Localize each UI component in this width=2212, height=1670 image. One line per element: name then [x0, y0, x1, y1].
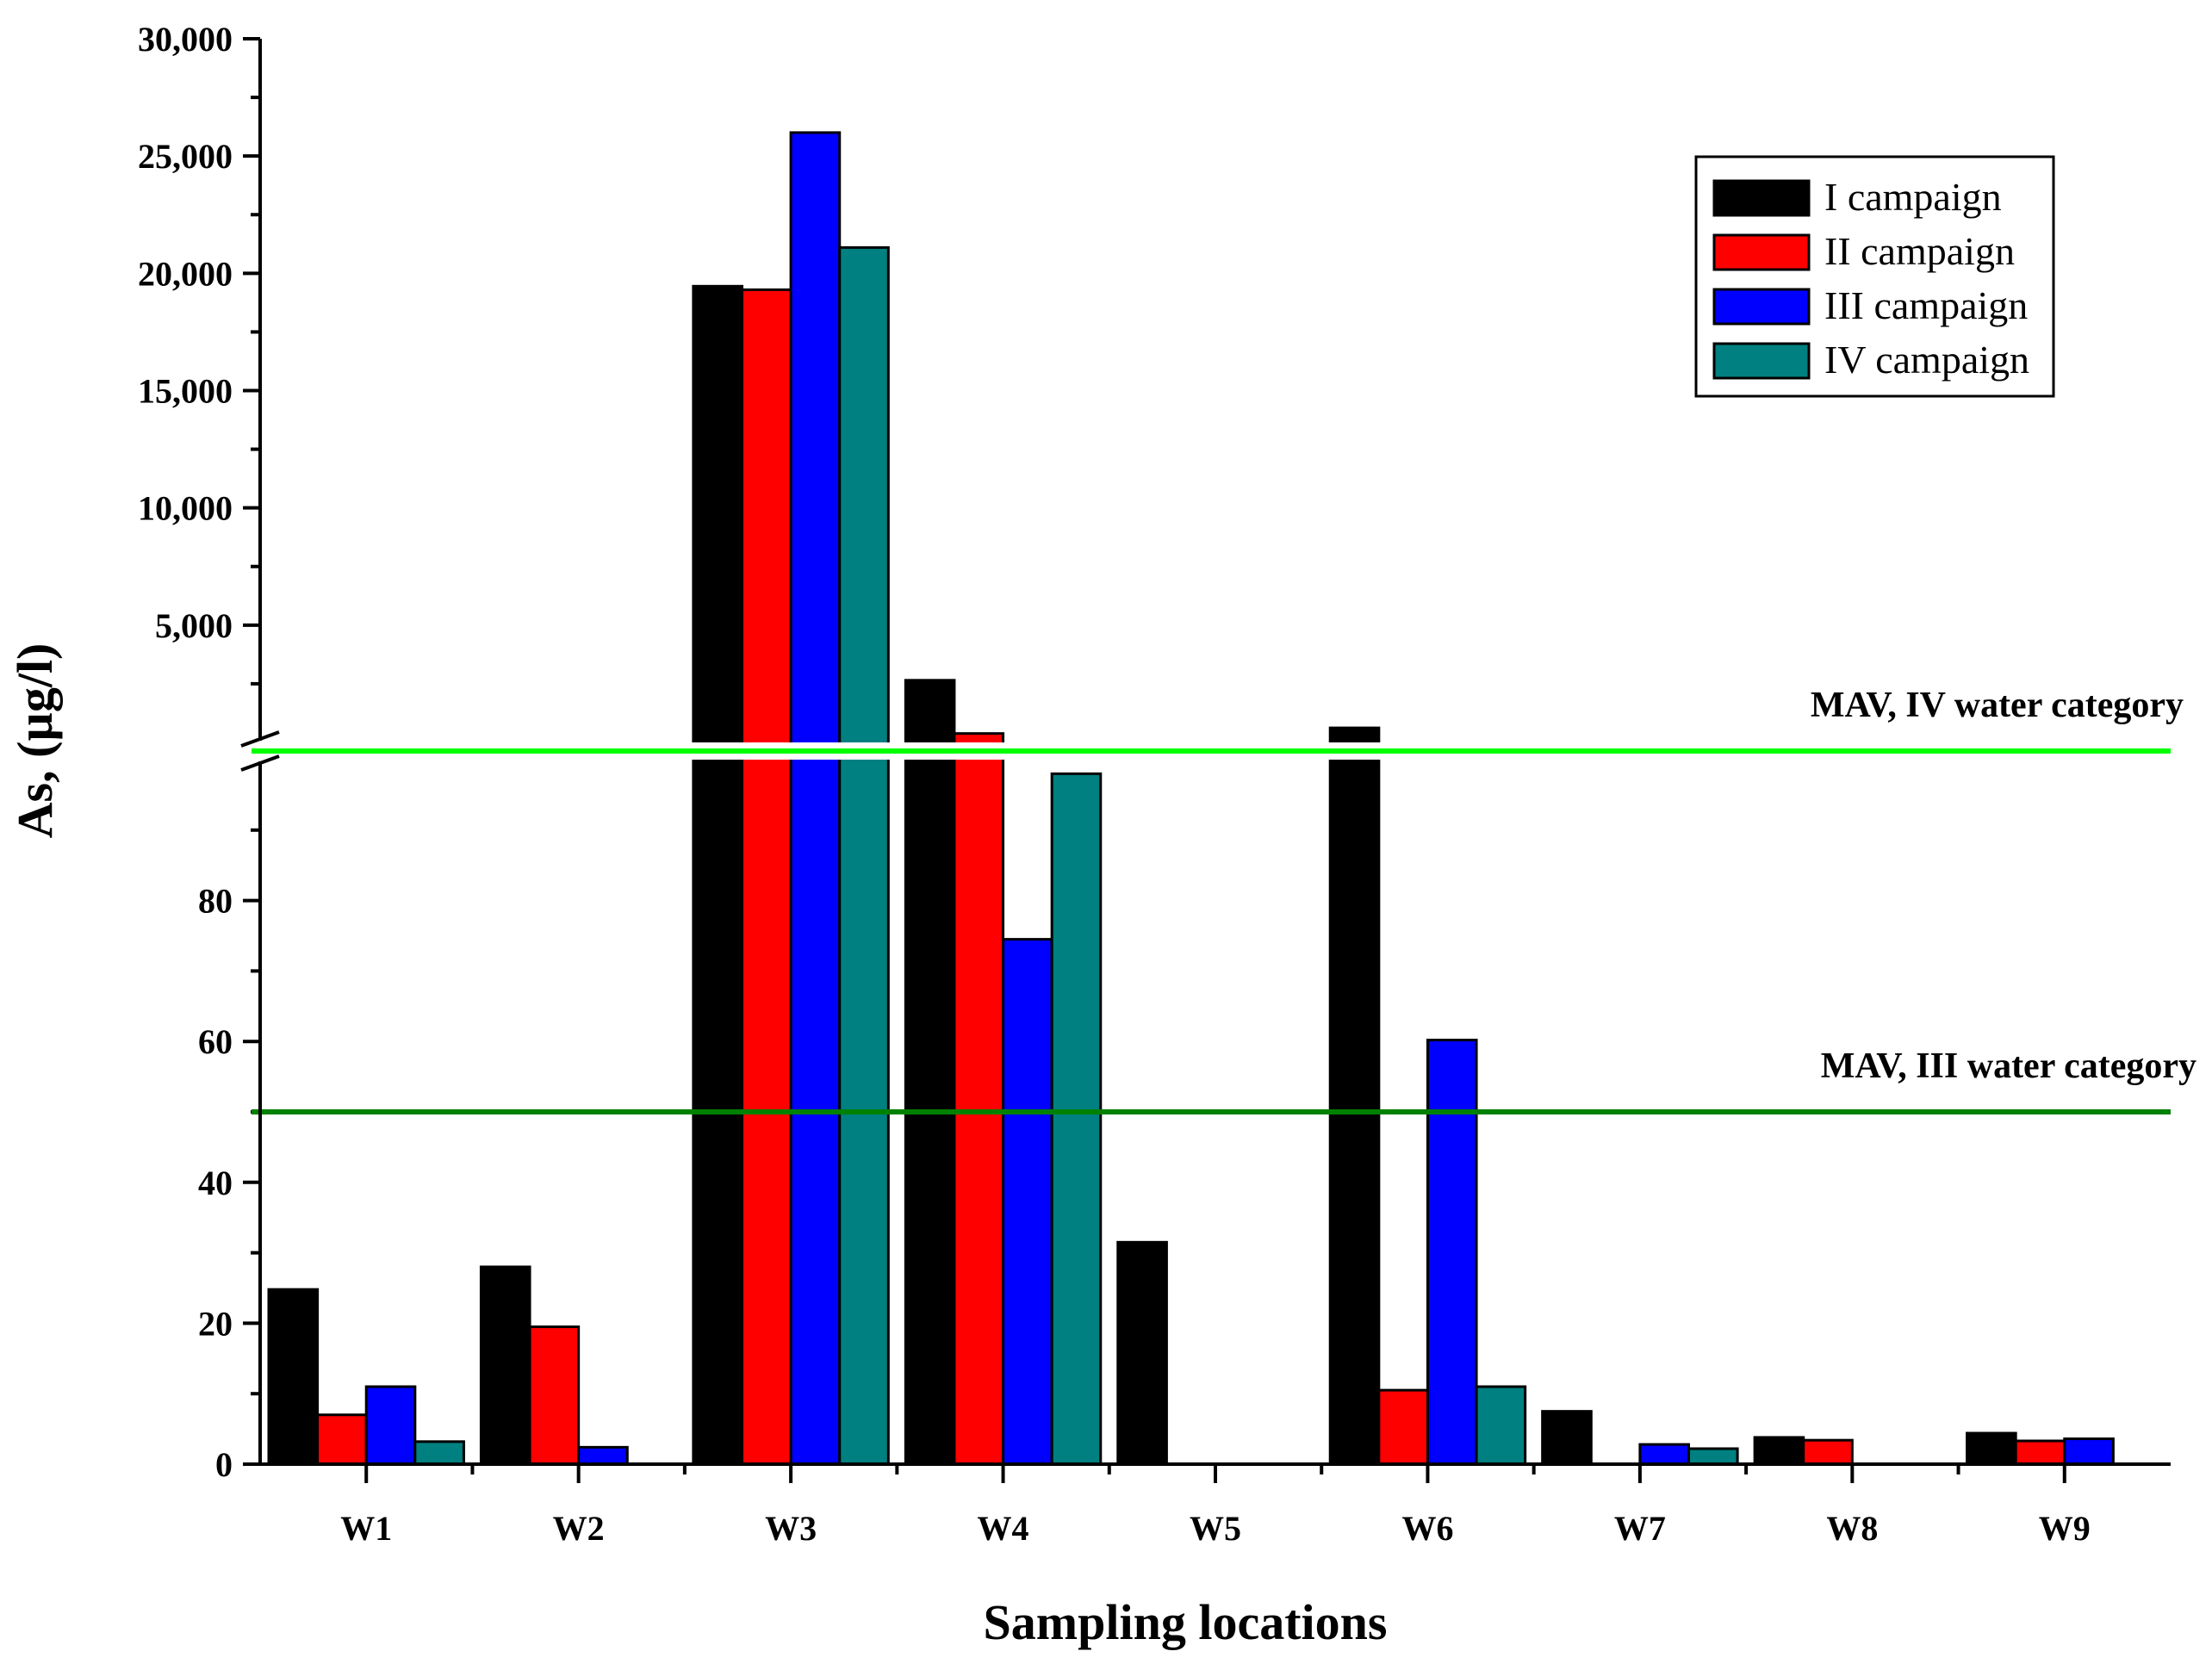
bar-w3-iv-campaign [838, 245, 890, 1466]
bar-w9-ii-campaign [2014, 1439, 2066, 1466]
legend-swatch [1712, 233, 1811, 271]
reference-lines: MAV, IV water category MAV, III water cat… [252, 686, 2196, 1114]
legend-label: IV campaign [1824, 338, 2029, 382]
x-category-label: W6 [1401, 1509, 1453, 1548]
bar-w9-iii-campaign [2063, 1437, 2115, 1466]
bar-w4-iii-campaign [1002, 938, 1053, 1466]
bar-w1-iii-campaign [364, 1385, 417, 1466]
bar-w8-ii-campaign [1802, 1438, 1854, 1466]
lower-y-ticks: 0 20 40 60 80 [198, 828, 260, 1484]
x-category-label: W3 [765, 1509, 817, 1548]
bar-w6-i-campaign [1328, 726, 1381, 1466]
axis-break-mark-bottom [240, 754, 280, 772]
bar-w4-iv-campaign [1050, 772, 1103, 1466]
upper-tick-label: 20,000 [138, 254, 233, 293]
bar-w7-i-campaign [1541, 1410, 1593, 1466]
bar-w7-iv-campaign [1687, 1447, 1739, 1466]
legend-swatch [1712, 288, 1811, 326]
x-category-label: W9 [2039, 1509, 2091, 1548]
y-axis-title: As, (µg/l) [7, 643, 63, 839]
bar-w2-ii-campaign [528, 1325, 581, 1466]
x-category-label: W8 [1826, 1509, 1878, 1548]
bar-w7-iii-campaign [1638, 1443, 1691, 1466]
x-axis-title: Sampling locations [984, 1594, 1388, 1650]
bar-w3-i-campaign [692, 284, 744, 1466]
bar-w3-ii-campaign [741, 288, 792, 1466]
x-category-label: W4 [978, 1509, 1029, 1548]
upper-tick-label: 15,000 [138, 372, 233, 411]
x-category-label: W1 [340, 1509, 392, 1548]
bar-w9-i-campaign [1966, 1431, 2017, 1466]
bar-w2-i-campaign [479, 1265, 531, 1466]
bar-w1-iv-campaign [413, 1440, 465, 1466]
legend-swatch [1712, 342, 1811, 380]
upper-tick-label: 5,000 [155, 606, 233, 645]
bar-w5-i-campaign [1116, 1240, 1168, 1466]
mav-iii-label: MAV, III water category [1821, 1046, 2196, 1086]
upper-tick-label: 25,000 [138, 137, 233, 176]
legend-swatch [1712, 179, 1811, 217]
legend-label: II campaign [1824, 229, 2015, 273]
upper-tick-label: 10,000 [138, 489, 233, 528]
axis-break-mark-top [240, 730, 280, 748]
bar-w2-iii-campaign [577, 1445, 629, 1466]
lower-tick-label: 40 [198, 1164, 233, 1202]
bar-w6-iv-campaign [1475, 1385, 1527, 1466]
lower-tick-label: 20 [198, 1304, 233, 1343]
bar-w6-ii-campaign [1377, 1388, 1429, 1466]
upper-tick-label: 30,000 [138, 20, 233, 59]
lower-tick-label: 60 [198, 1022, 233, 1061]
x-category-label: W5 [1190, 1509, 1241, 1548]
legend-label: I campaign [1824, 175, 2002, 219]
bar-w8-i-campaign [1753, 1436, 1805, 1466]
bar-w1-ii-campaign [316, 1413, 368, 1466]
bar-w4-i-campaign [904, 679, 956, 1466]
bar-series [262, 131, 2172, 1466]
legend-label: III campaign [1824, 283, 2028, 327]
lower-tick-label: 80 [198, 882, 233, 921]
bar-w3-iii-campaign [789, 131, 842, 1466]
legend: I campaign II campaign III campaign IV camp… [1694, 155, 2055, 398]
lower-tick-label: 0 [215, 1445, 233, 1484]
bar-w1-i-campaign [267, 1288, 320, 1466]
upper-y-ticks: 5,000 10,000 15,000 20,000 25,000 30,000 [138, 20, 260, 686]
bar-w6-iii-campaign [1426, 1039, 1478, 1466]
mav-iv-label: MAV, IV water category [1811, 686, 2184, 725]
x-category-label: W2 [553, 1509, 605, 1548]
x-categories: W1 W2 W3 W4 W5 W6 W7 W8 W9 [340, 1464, 2091, 1548]
bar-w4-ii-campaign [953, 732, 1005, 1466]
x-category-label: W7 [1614, 1509, 1666, 1548]
